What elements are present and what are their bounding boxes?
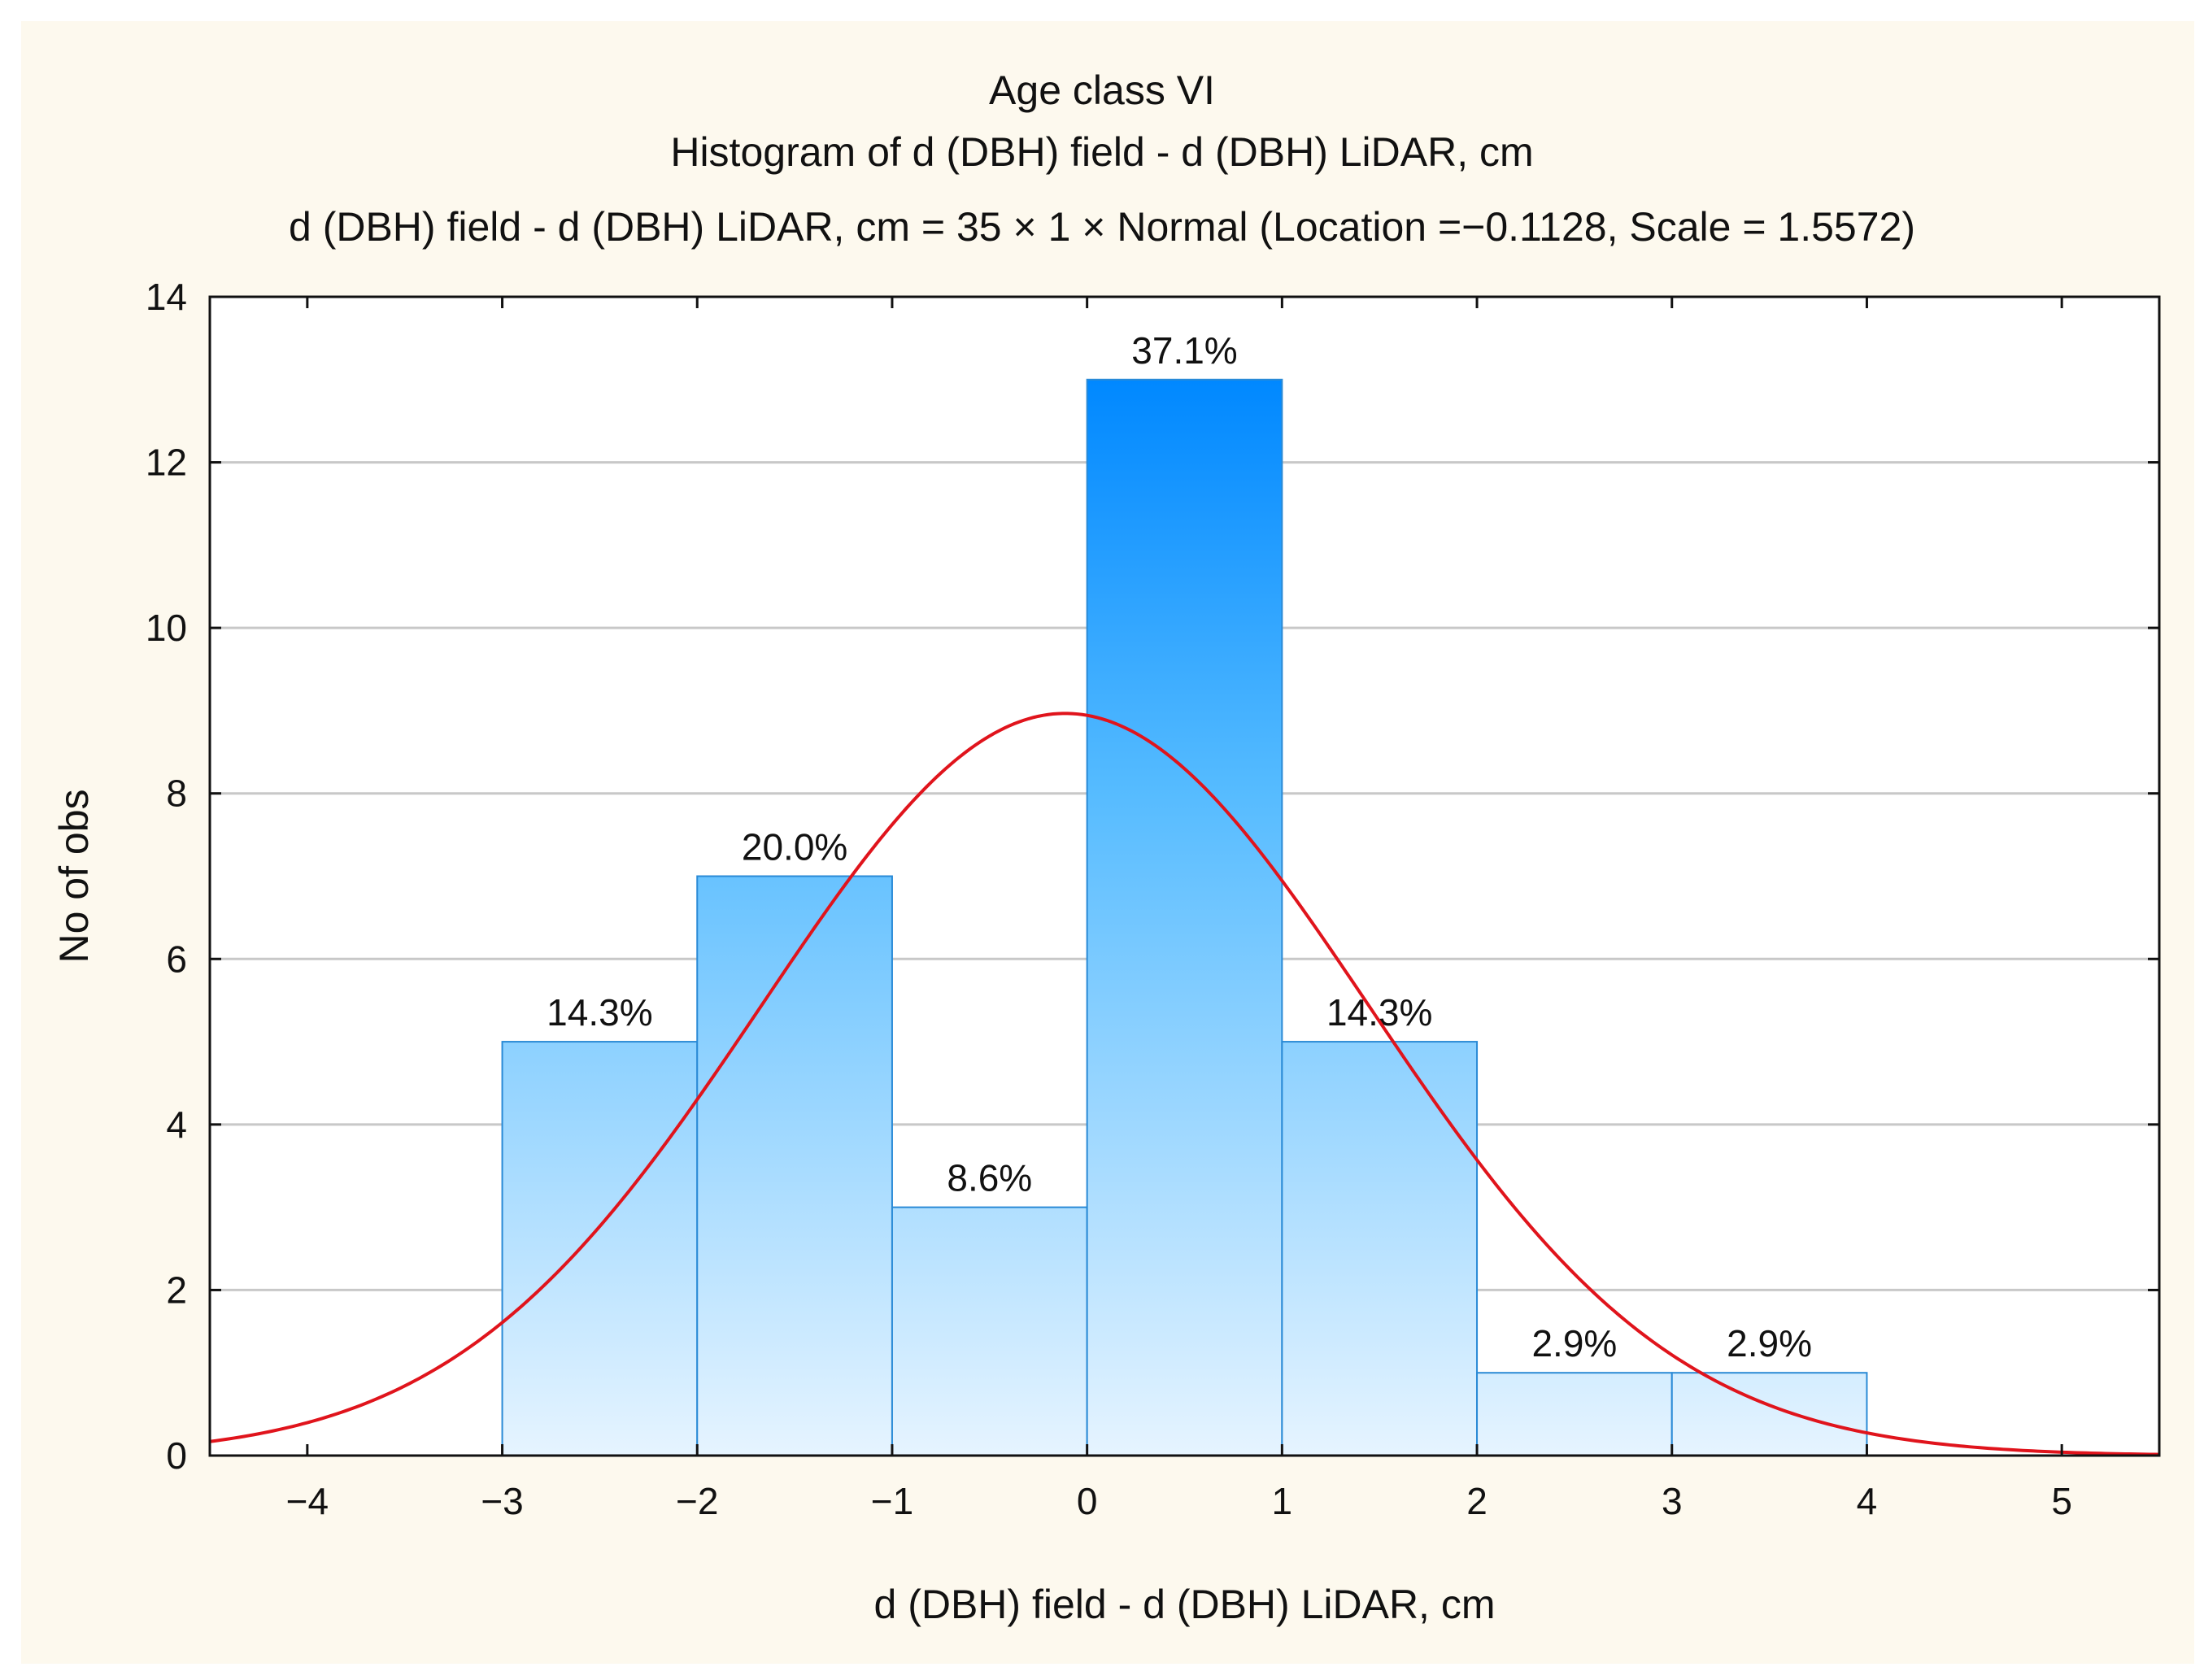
- y-tick-label: 12: [146, 442, 187, 484]
- histogram-bar: [891, 1206, 1088, 1456]
- bar-percent-label: 20.0%: [742, 826, 847, 868]
- y-axis-title: No of obs: [51, 789, 97, 963]
- plot-frame: [208, 295, 2161, 1457]
- bar-percent-label: 8.6%: [947, 1157, 1032, 1199]
- x-tick-label: 0: [1077, 1480, 1098, 1522]
- histogram-bar: [1281, 1041, 1479, 1456]
- y-tick-label: 8: [166, 773, 187, 815]
- bar-percent-label: 14.3%: [547, 991, 652, 1034]
- y-tick-label: 4: [166, 1103, 187, 1146]
- x-tick-label: 4: [1857, 1480, 1878, 1522]
- x-tick-label: 2: [1466, 1480, 1487, 1522]
- y-tick-label: 14: [146, 276, 187, 318]
- fit-description: d (DBH) field - d (DBH) LiDAR, cm = 35 ×…: [289, 204, 1915, 250]
- histogram-bar: [696, 875, 893, 1456]
- x-tick-label: −3: [481, 1480, 523, 1522]
- bars: [501, 378, 1868, 1456]
- x-tick-label: −1: [871, 1480, 913, 1522]
- x-axis-title: d (DBH) field - d (DBH) LiDAR, cm: [874, 1582, 1496, 1627]
- x-tick-label: 5: [2051, 1480, 2072, 1522]
- histogram-bar: [1476, 1372, 1673, 1456]
- bar-percent-label: 2.9%: [1727, 1322, 1812, 1364]
- normal-fit-curve: [209, 712, 2160, 1456]
- histogram-bar: [1670, 1372, 1868, 1456]
- chart-subtitle: Histogram of d (DBH) field - d (DBH) LiD…: [670, 129, 1534, 175]
- bar-percent-label: 37.1%: [1131, 329, 1237, 372]
- x-tick-label: −2: [676, 1480, 718, 1522]
- y-tick-label: 6: [166, 938, 187, 980]
- y-tick-label: 2: [166, 1269, 187, 1311]
- y-tick-label: 10: [146, 607, 187, 649]
- x-tick-label: −4: [286, 1480, 329, 1522]
- histogram-bar: [1086, 378, 1283, 1456]
- bar-labels: 14.3% 20.0% 8.6% 37.1% 14.3% 2.9% 2.9%: [547, 329, 1812, 1364]
- bar-percent-label: 2.9%: [1531, 1322, 1617, 1364]
- chart-title: Age class VI: [989, 67, 1215, 113]
- bar-percent-label: 14.3%: [1326, 991, 1432, 1034]
- y-tick-label: 0: [166, 1434, 187, 1477]
- histogram-bar: [501, 1041, 699, 1456]
- x-tick-label: 3: [1662, 1480, 1683, 1522]
- x-tick-label: 1: [1272, 1480, 1293, 1522]
